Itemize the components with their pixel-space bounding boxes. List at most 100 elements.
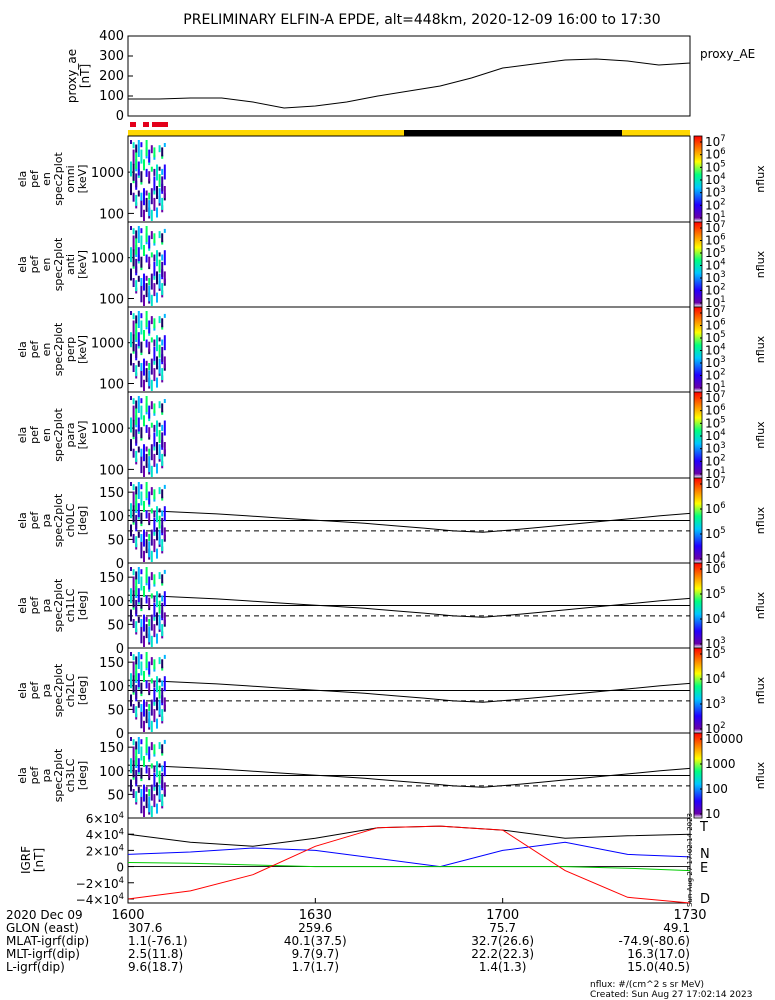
en_anti-spectrogram-cell xyxy=(148,256,151,267)
panel-en_omni-frame xyxy=(127,135,691,223)
en_perp-spectrogram-cell xyxy=(158,358,161,374)
en_perp-colorbar-label: 103 xyxy=(705,354,726,370)
pa_ch0LC-spectrogram-cell xyxy=(140,491,143,506)
en_anti-spectrogram-cell xyxy=(135,237,138,255)
en_para-spectrogram-cell xyxy=(145,396,148,412)
en_anti-spectrogram-cell xyxy=(150,252,153,258)
en_para-spectrogram-cell xyxy=(143,465,145,477)
pa_ch2LC-spectrogram-cell xyxy=(153,687,156,704)
en_omni-spectrogram-cell xyxy=(143,209,145,221)
pa_ch3LC-spectrogram-cell xyxy=(145,765,148,774)
x-row-value: 1.4(1.3) xyxy=(479,960,527,974)
pa_ch3LC-spectrogram-cell xyxy=(140,789,143,797)
x-row-label: MLT-igrf(dip) xyxy=(6,947,80,961)
en_anti-spectrogram-cell xyxy=(153,275,156,280)
en_omni-spectrogram-cell xyxy=(140,192,143,201)
en_para-spectrogram-cell xyxy=(143,444,145,462)
pa_ch1LC-spectrogram-cell xyxy=(153,595,156,603)
en_perp-spectrogram-cell xyxy=(132,334,135,352)
pa_ch1LC-spectrogram-cell xyxy=(132,576,135,592)
pa_ch2LC-spectrogram-cell xyxy=(148,682,151,693)
pa_ch0LC-colorbar-label: 104 xyxy=(705,550,726,566)
en_para-spectrogram-cell xyxy=(148,405,151,419)
en_perp-spectrogram-cell xyxy=(163,356,166,369)
en_perp-spectrogram-cell xyxy=(148,370,151,387)
pa_ch2LC-ytick-label: 50 xyxy=(107,703,124,718)
en_para-spectrogram-cell xyxy=(153,403,156,414)
en_perp-colorbar-label: 106 xyxy=(705,317,726,333)
en_omni-spectrogram-cell xyxy=(130,183,132,196)
en_omni-spectrogram-cell xyxy=(140,142,143,148)
pa_ch3LC-spectrogram-cell xyxy=(161,751,164,756)
en_para-spectrogram-cell xyxy=(140,456,143,474)
en_para-colorbar-title: nflux xyxy=(754,421,767,449)
en_anti-spectrogram-cell xyxy=(153,283,156,297)
pa_ch2LC-spectrogram-cell xyxy=(143,699,145,717)
en_para-spectrogram-cell xyxy=(158,422,161,427)
igrf-ytick-label: −4×104 xyxy=(76,891,124,907)
pa_ch0LC-ytick-label: 50 xyxy=(107,533,124,548)
en_omni-spectrogram-cell xyxy=(145,190,148,196)
en_omni-colorbar-title: nflux xyxy=(754,165,767,193)
en_anti-spectrogram-cell xyxy=(161,283,164,296)
pa_ch0LC-spectrogram-cell xyxy=(130,524,132,537)
en_para-colorbar-label: 105 xyxy=(705,415,726,431)
pa_ch0LC-spectrogram-cell xyxy=(145,531,148,537)
pa_ch3LC-spectrogram-cell xyxy=(135,791,138,803)
en_omni-spectrogram-cell xyxy=(132,142,135,149)
pa_ch1LC-colorbar-label: 104 xyxy=(705,610,726,626)
en_perp-spectrogram-cell xyxy=(137,311,140,328)
en_perp-spectrogram-cell xyxy=(135,322,138,340)
en_omni-spectrogram-cell xyxy=(132,163,135,181)
pa_ch1LC-spectrogram-cell xyxy=(148,576,151,590)
pa_ch3LC-colorbar-label: 10000 xyxy=(705,732,743,746)
pa_ch2LC-spectrogram-cell xyxy=(163,676,166,692)
pa_ch2LC-spectrogram-cell xyxy=(145,652,148,668)
igrf-series-D xyxy=(127,825,691,904)
chart-title: PRELIMINARY ELFIN-A EPDE, alt=448km, 202… xyxy=(183,12,660,28)
en_perp-spectrogram-cell xyxy=(150,379,153,391)
pa_ch0LC-spectrogram-cell xyxy=(137,503,140,518)
en_anti-ylabel: elapefenspec2plotanti[keV] xyxy=(16,237,89,291)
pa_ch2LC-colorbar-label: 103 xyxy=(705,695,726,711)
pa_ch1LC-spectrogram-cell xyxy=(140,569,143,575)
pa_ch1LC-ytick-label: 150 xyxy=(99,571,124,586)
pa_ch2LC-spectrogram-cell xyxy=(132,654,135,661)
en_omni-spectrogram-cell xyxy=(140,149,143,164)
panel-proxy-ae-frame xyxy=(127,35,691,117)
en_para-colorbar xyxy=(693,391,703,479)
en_anti-spectrogram-cell xyxy=(140,235,143,250)
pa_ch1LC-spectrogram-cell xyxy=(150,614,153,631)
en_perp-spectrogram-cell xyxy=(161,325,164,330)
pa_ch1LC-spectrogram-cell xyxy=(137,567,140,584)
pa_ch1LC-spectrogram-cell xyxy=(135,599,138,614)
pa_ch0LC-spectrogram-cell xyxy=(132,484,135,491)
x-row-value: 16.3(17.0) xyxy=(627,947,690,961)
en_omni-spectrogram-cell xyxy=(150,209,153,221)
en_anti-spectrogram-cell xyxy=(145,283,148,298)
en_anti-spectrogram-cell xyxy=(156,250,158,267)
en_omni-spectrogram-cell xyxy=(140,200,143,218)
pa_ch1LC-spectrogram-cell xyxy=(143,586,145,597)
en_anti-spectrogram-cell xyxy=(153,233,156,244)
en_perp-spectrogram-cell xyxy=(132,313,135,320)
pa_ch1LC-spectrogram-cell xyxy=(148,619,151,626)
pa_ch1LC-spectrogram-cell xyxy=(163,612,166,625)
en_para-spectrogram-cell xyxy=(158,401,161,409)
x-row-value: 9.6(18.7) xyxy=(128,960,183,974)
pa_ch2LC-spectrogram-cell xyxy=(161,680,164,687)
en_omni-spectrogram-cell xyxy=(148,192,151,200)
en_para-ytick-label: 100 xyxy=(99,463,124,478)
en_anti-spectrogram-cell xyxy=(153,261,156,278)
en_perp-spectrogram-cell xyxy=(145,339,148,348)
en_anti-spectrogram-cell xyxy=(145,254,148,263)
pa_ch0LC-losscone-line xyxy=(127,509,691,533)
en_para-spectrogram-cell xyxy=(137,417,140,432)
pa_ch0LC-spectrogram-cell xyxy=(143,501,145,512)
en_anti-ytick-label: 100 xyxy=(99,293,124,308)
en_perp-ytick-label: 100 xyxy=(99,378,124,393)
en_para-ylabel: elapefenspec2plotpara[keV] xyxy=(16,408,89,462)
en_perp-spectrogram-cell xyxy=(145,368,148,383)
en_anti-spectrogram-cell xyxy=(137,226,140,243)
pa_ch0LC-spectrogram-cell xyxy=(156,506,158,523)
